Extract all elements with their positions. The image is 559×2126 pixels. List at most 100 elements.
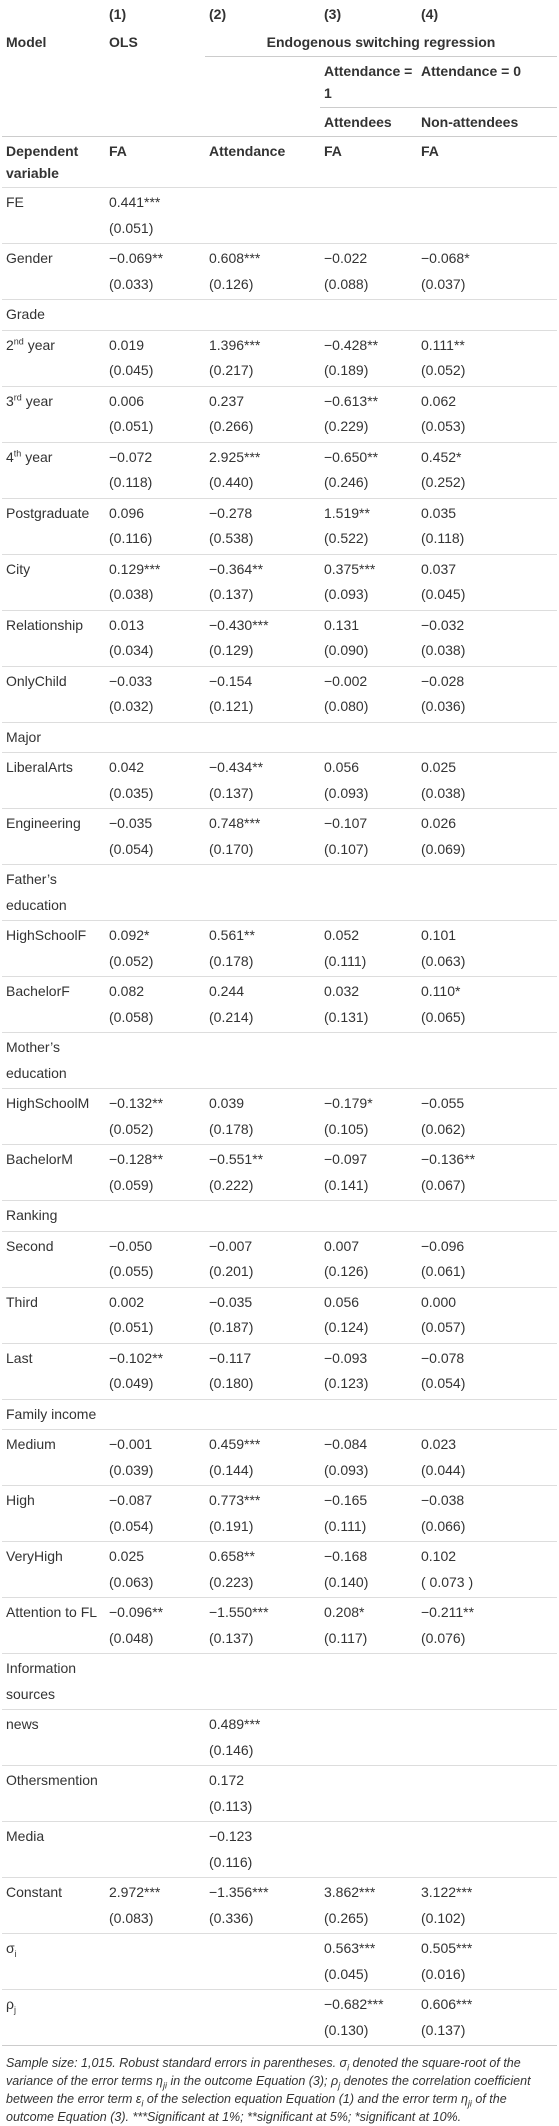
coefficient: 0.000 xyxy=(421,1293,457,1310)
subscript: j xyxy=(13,2004,16,2015)
cell: 0.375*** (0.093) xyxy=(320,553,417,610)
coefficient: 0.208* xyxy=(324,1604,365,1620)
cell: −0.032 (0.038) xyxy=(417,609,557,666)
coefficient: −0.001 xyxy=(109,1436,153,1452)
std-error: (0.201) xyxy=(209,1263,254,1279)
std-error: (0.126) xyxy=(324,1263,369,1279)
coefficient: −0.033 xyxy=(109,672,153,689)
std-error: (0.178) xyxy=(209,952,254,969)
row-label: ρj xyxy=(2,1989,105,2045)
std-error: (0.059) xyxy=(109,1176,154,1193)
dep-var: Attendance xyxy=(205,136,320,188)
std-error: (0.229) xyxy=(324,418,369,434)
std-error: (0.062) xyxy=(421,1120,466,1137)
std-error: (0.093) xyxy=(324,784,369,801)
std-error: ( 0.073 ) xyxy=(421,1573,474,1590)
coefficient: −0.682*** xyxy=(324,1996,384,2012)
std-error: (0.178) xyxy=(209,1120,254,1137)
row-label: 2nd year xyxy=(2,329,105,386)
coefficient: −1.356*** xyxy=(209,1884,269,1900)
row-label: Family income xyxy=(2,1398,105,1430)
std-error: (0.107) xyxy=(324,840,369,857)
std-error: (0.032) xyxy=(109,698,154,714)
std-error: (0.055) xyxy=(109,1263,154,1279)
std-error: (0.522) xyxy=(324,530,369,546)
cell xyxy=(105,1653,205,1710)
std-error: (0.217) xyxy=(209,362,254,378)
cell: −0.035 (0.054) xyxy=(105,808,205,865)
text-segment: of the selection equation Equation (1) a… xyxy=(143,2092,468,2106)
std-error: (0.140) xyxy=(324,1573,369,1590)
std-error: (0.045) xyxy=(109,362,154,378)
coefficient: 0.032 xyxy=(324,983,360,999)
col-number: (4) xyxy=(421,6,439,22)
coefficient: −0.650** xyxy=(324,448,379,465)
cell xyxy=(320,1032,417,1089)
std-error: (0.080) xyxy=(324,698,369,714)
cell: 0.025 (0.063) xyxy=(105,1541,205,1598)
cell: 0.025 (0.038) xyxy=(417,752,557,809)
cell: −0.136** (0.067) xyxy=(417,1144,557,1201)
cell xyxy=(105,1032,205,1089)
cell: 0.035 (0.118) xyxy=(417,497,557,554)
std-error: (0.052) xyxy=(109,1120,154,1137)
coefficient: −1.550*** xyxy=(209,1604,269,1620)
cell: −0.278 (0.538) xyxy=(205,497,320,554)
cell xyxy=(320,1765,417,1822)
row-label: City xyxy=(2,553,105,610)
row-label: VeryHigh xyxy=(2,1541,105,1598)
row-label: Father’s education xyxy=(2,864,105,921)
coefficient: 0.561** xyxy=(209,927,255,943)
std-error: (0.053) xyxy=(421,418,466,434)
std-error: (0.265) xyxy=(324,1909,369,1926)
coefficient: −0.165 xyxy=(324,1492,368,1508)
std-error: (0.038) xyxy=(421,642,466,658)
std-error: (0.189) xyxy=(324,362,369,378)
coefficient: −0.022 xyxy=(324,250,368,266)
row-label: Postgraduate xyxy=(2,497,105,554)
std-error: (0.130) xyxy=(324,2021,369,2038)
cell: 1.519** (0.522) xyxy=(320,497,417,554)
coefficient: −0.364** xyxy=(209,560,264,577)
coefficient: 0.025 xyxy=(109,1548,145,1564)
std-error: (0.124) xyxy=(324,1319,369,1335)
coefficient: 0.026 xyxy=(421,815,457,831)
coefficient: 0.062 xyxy=(421,392,457,409)
dep-var-label: Dependent variable xyxy=(2,136,105,188)
cell: −0.117 (0.180) xyxy=(205,1342,320,1399)
cell: 0.082 (0.058) xyxy=(105,976,205,1033)
cell: 0.023 (0.044) xyxy=(417,1429,557,1486)
coefficient: −0.613** xyxy=(324,392,379,409)
coefficient: 2.925*** xyxy=(209,448,261,465)
table-body: FE 0.441*** (0.051) Gender −0.069** (0.033) 0.… xyxy=(2,187,557,2045)
text-segment: year xyxy=(21,448,53,465)
coefficient: 0.608*** xyxy=(209,250,261,266)
coefficient: −0.430*** xyxy=(209,616,269,633)
row-label: Mother’s education xyxy=(2,1032,105,1089)
coefficient: 0.092* xyxy=(109,927,150,943)
std-error: (0.057) xyxy=(421,1319,466,1335)
text-segment: 2 xyxy=(6,336,14,353)
std-error: (0.214) xyxy=(209,1008,254,1025)
std-error: (0.118) xyxy=(109,474,153,490)
coefficient: 0.035 xyxy=(421,504,457,521)
row-label: BachelorF xyxy=(2,976,105,1033)
cell: −0.154 (0.121) xyxy=(205,665,320,722)
table-row: Attention to FL −0.096** (0.048) −1.550*** (… xyxy=(2,1597,557,1654)
cell: 0.441*** (0.051) xyxy=(105,187,205,244)
row-label: Medium xyxy=(2,1429,105,1486)
cell xyxy=(105,1398,205,1430)
coefficient: −0.179* xyxy=(324,1095,373,1111)
footnote: Sample size: 1,015. Robust standard erro… xyxy=(2,2045,557,2126)
table-row: Third 0.002 (0.051) −0.035 (0.187) 0.056 (0.12… xyxy=(2,1286,557,1343)
coefficient: −0.102** xyxy=(109,1349,164,1366)
cell: 0.748*** (0.170) xyxy=(205,808,320,865)
std-error: (0.180) xyxy=(209,1375,254,1391)
coefficient: 0.459*** xyxy=(209,1436,261,1452)
std-error: (0.137) xyxy=(209,784,254,801)
non-attendees: Non-attendees xyxy=(421,114,519,130)
cell xyxy=(320,1821,417,1878)
coefficient: 1.519** xyxy=(324,504,370,521)
std-error: (0.093) xyxy=(324,1461,369,1478)
std-error: (0.222) xyxy=(209,1176,254,1193)
